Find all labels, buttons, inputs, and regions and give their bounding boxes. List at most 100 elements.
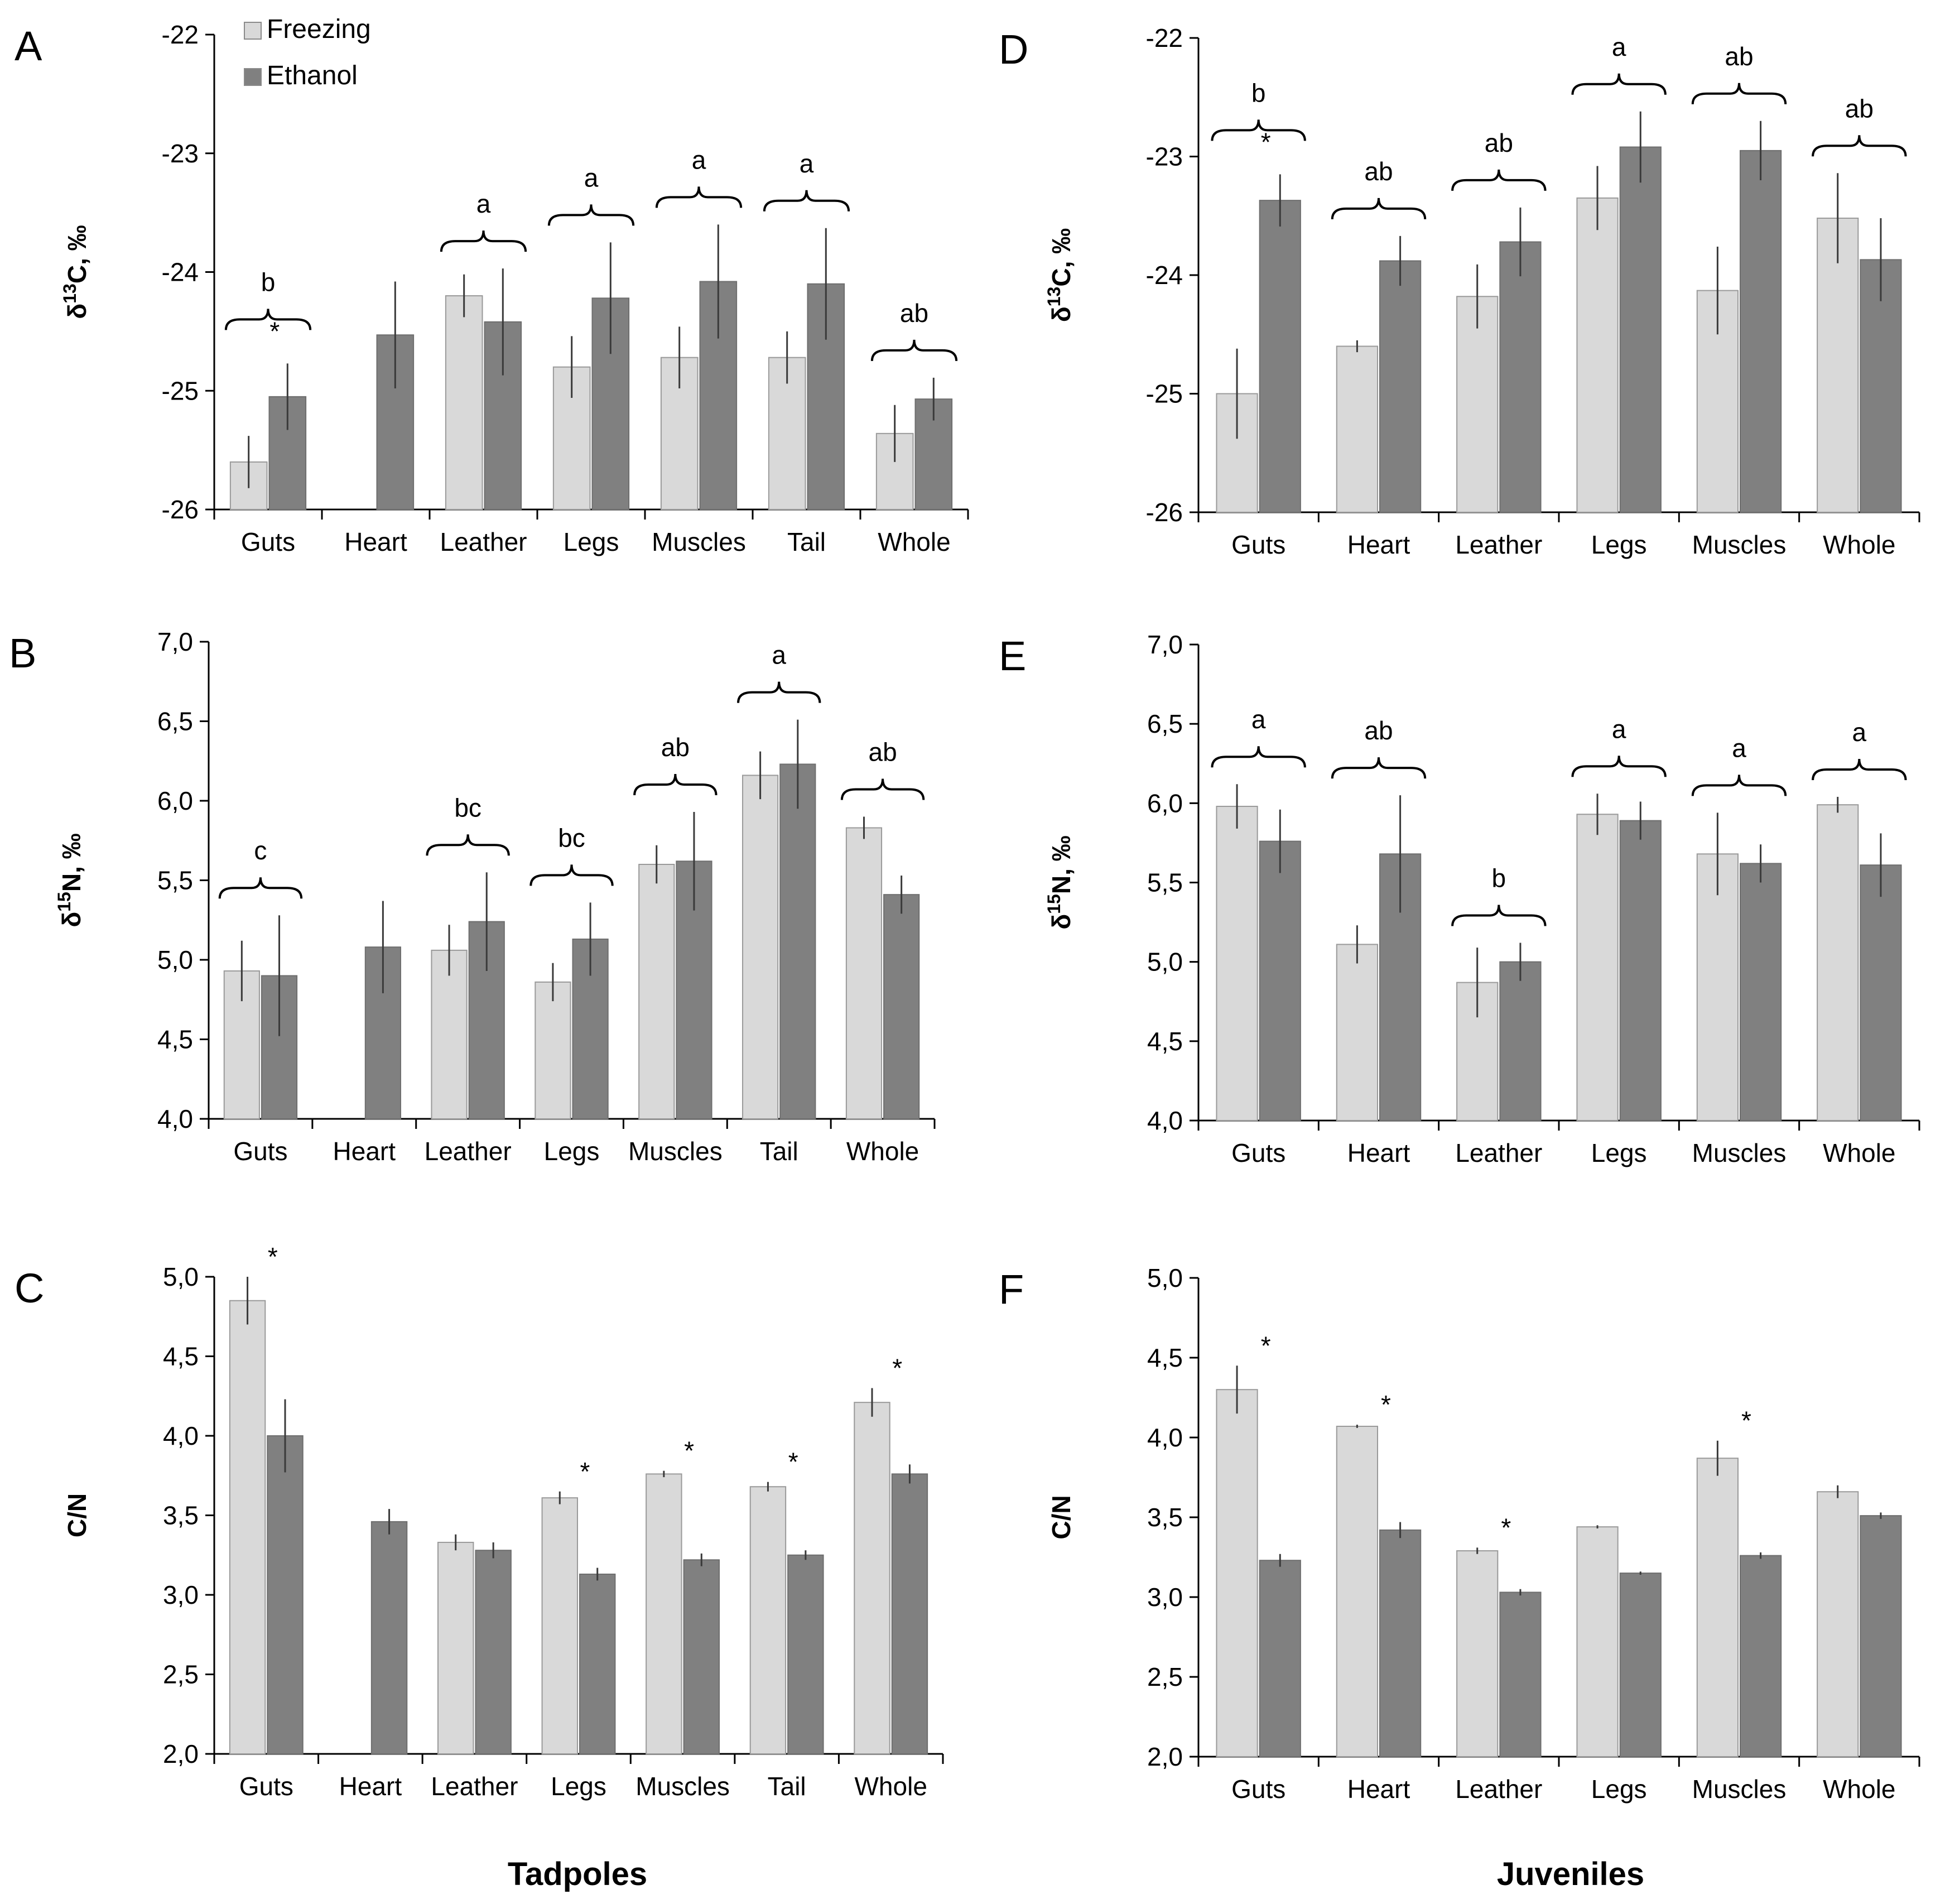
bar-freezing (1817, 218, 1859, 513)
x-tick-label: Whole (846, 1137, 919, 1166)
group-bracket (840, 778, 925, 800)
y-tick-label: 7,0 (1147, 630, 1183, 659)
x-tick-label: Leather (425, 1137, 512, 1166)
bar-freezing (552, 366, 591, 511)
panel-letter: F (999, 1266, 1024, 1312)
bar-freezing (646, 1473, 682, 1754)
x-tick-label: Legs (551, 1772, 606, 1801)
bar-ethanol (883, 894, 920, 1120)
y-tick-label: 4,5 (163, 1342, 199, 1371)
group-bracket (547, 204, 635, 226)
significance-letter: ab (868, 738, 897, 767)
y-tick-label: 2,0 (163, 1739, 199, 1768)
y-tick-label: 5,5 (157, 866, 193, 895)
bar-freezing (845, 827, 883, 1119)
legend-swatch (244, 22, 262, 40)
y-tick-label: -25 (1146, 379, 1183, 408)
x-tick-label: Legs (564, 527, 619, 556)
bar-ethanol (891, 1473, 928, 1754)
x-tick-label: Muscles (1692, 1138, 1787, 1167)
significance-letter: ab (1485, 128, 1513, 157)
group-bracket (655, 186, 743, 208)
bar-ethanol (1619, 820, 1662, 1121)
x-tick-label: Muscles (1692, 530, 1787, 559)
significance-letter: ab (900, 299, 928, 328)
bar-freezing (1456, 296, 1499, 513)
x-tick-label: Guts (1231, 530, 1285, 559)
y-tick-label: 2,5 (163, 1660, 199, 1689)
significance-letter: a (1732, 733, 1746, 762)
group-bracket (1211, 119, 1306, 141)
group-bracket (218, 877, 303, 899)
y-tick-label: -26 (1146, 498, 1183, 527)
significance-letter: b (1251, 78, 1266, 107)
bar-freezing (1216, 806, 1258, 1121)
bar-freezing (1576, 197, 1619, 513)
y-tick-label: 3,5 (1147, 1503, 1183, 1532)
bar-ethanol (1499, 961, 1542, 1121)
significance-letter: ab (1364, 716, 1393, 745)
group-bracket (763, 190, 850, 211)
y-tick-label: 3,0 (1147, 1583, 1183, 1612)
group-bracket (1691, 83, 1787, 104)
legend-swatch (244, 68, 262, 86)
panel-letter: A (15, 23, 42, 69)
y-tick-label: -26 (162, 495, 199, 524)
significance-letter: b (261, 267, 276, 296)
y-tick-label: 5,0 (157, 945, 193, 974)
bar-ethanol (1499, 241, 1542, 513)
y-tick-label: 4,5 (157, 1025, 193, 1054)
group-bracket (440, 230, 527, 252)
x-tick-label: Legs (544, 1137, 600, 1166)
y-axis-label: δ13C, ‰ (60, 225, 92, 319)
group-bracket (870, 339, 958, 361)
y-axis-label: C/N (62, 1493, 92, 1537)
bar-freezing (1817, 804, 1859, 1121)
x-tick-label: Leather (1455, 530, 1542, 559)
significance-letter: a (584, 163, 599, 192)
y-tick-label: 4,5 (1147, 1343, 1183, 1372)
x-tick-label: Leather (431, 1772, 518, 1801)
legend-label: Ethanol (267, 61, 358, 90)
x-tick-label: Heart (1347, 1775, 1410, 1804)
bar-ethanol (1740, 1555, 1782, 1757)
bar-freezing (1576, 1526, 1619, 1757)
y-tick-label: 2,0 (1147, 1742, 1183, 1771)
bar-ethanol (1499, 1592, 1542, 1757)
y-tick-label: 5,0 (163, 1262, 199, 1291)
y-tick-label: 5,0 (1147, 948, 1183, 977)
bar-ethanol (1379, 260, 1422, 513)
significance-letter: ab (1364, 157, 1393, 186)
group-bracket (737, 681, 821, 703)
group-bracket (1571, 73, 1667, 95)
bar-freezing (749, 1486, 787, 1754)
x-tick-label: Guts (1231, 1138, 1285, 1167)
y-tick-label: 4,0 (1147, 1423, 1183, 1452)
y-axis-label: δ13C, ‰ (1044, 228, 1076, 322)
panel-c: C C/N 5,0 4,5 4,0 3,5 3,0 2,5 2,0 Guts * Heart Leath… (15, 1242, 944, 1801)
y-axis-label: C/N (1047, 1495, 1076, 1539)
x-tick-label: Muscles (635, 1772, 730, 1801)
x-tick-label: Guts (239, 1772, 293, 1801)
bar-ethanol (370, 1521, 408, 1754)
significance-star: * (1381, 1390, 1391, 1419)
significance-star: * (269, 316, 280, 345)
significance-star: * (1741, 1406, 1751, 1435)
x-tick-label: Whole (855, 1772, 927, 1801)
x-tick-label: Heart (333, 1137, 396, 1166)
bar-ethanol (683, 1559, 720, 1755)
y-tick-label: 6,0 (1147, 788, 1183, 818)
x-tick-label: Whole (1823, 1775, 1895, 1804)
bar-freezing (437, 1541, 474, 1754)
x-tick-label: Tail (787, 527, 826, 556)
bar-ethanol (1740, 150, 1782, 513)
panel-f: F C/N 5,0 4,5 4,0 3,5 3,0 2,5 2,0 Guts * Heart * Leat… (999, 1263, 1920, 1804)
bar-freezing (638, 864, 675, 1119)
significance-letter: ab (1725, 42, 1753, 71)
significance-letter: a (476, 189, 491, 218)
group-bracket (426, 834, 510, 856)
bar-freezing (1216, 1389, 1258, 1757)
bar-freezing (1576, 814, 1619, 1121)
